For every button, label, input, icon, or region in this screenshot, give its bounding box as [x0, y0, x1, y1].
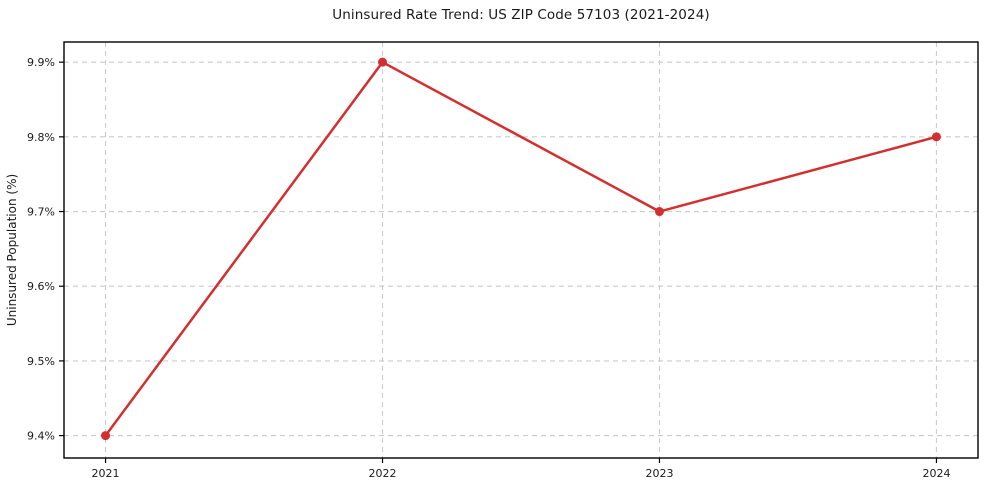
data-point-2023 [654, 207, 664, 217]
data-point-2022 [378, 57, 388, 67]
y-tick-label-0: 9.4% [27, 430, 55, 443]
y-tick-label-2: 9.6% [27, 280, 55, 293]
y-tick-label-5: 9.9% [27, 56, 55, 69]
trend-line [104, 60, 938, 437]
y-tick-label-1: 9.5% [27, 355, 55, 368]
data-point-2024 [931, 132, 941, 142]
y-tick-label-4: 9.8% [27, 131, 55, 144]
y-axis-label: Uninsured Population (%) [5, 174, 19, 326]
plot-border [63, 41, 979, 459]
x-tick-label-2: 2023 [645, 467, 673, 480]
x-tick-label-1: 2022 [369, 467, 397, 480]
chart-title: Uninsured Rate Trend: US ZIP Code 57103 … [332, 7, 710, 23]
x-tick-label-0: 2021 [92, 467, 120, 480]
y-tick-label-3: 9.7% [27, 206, 55, 219]
data-point-2021 [101, 431, 111, 441]
x-tick-label-3: 2024 [922, 467, 950, 480]
